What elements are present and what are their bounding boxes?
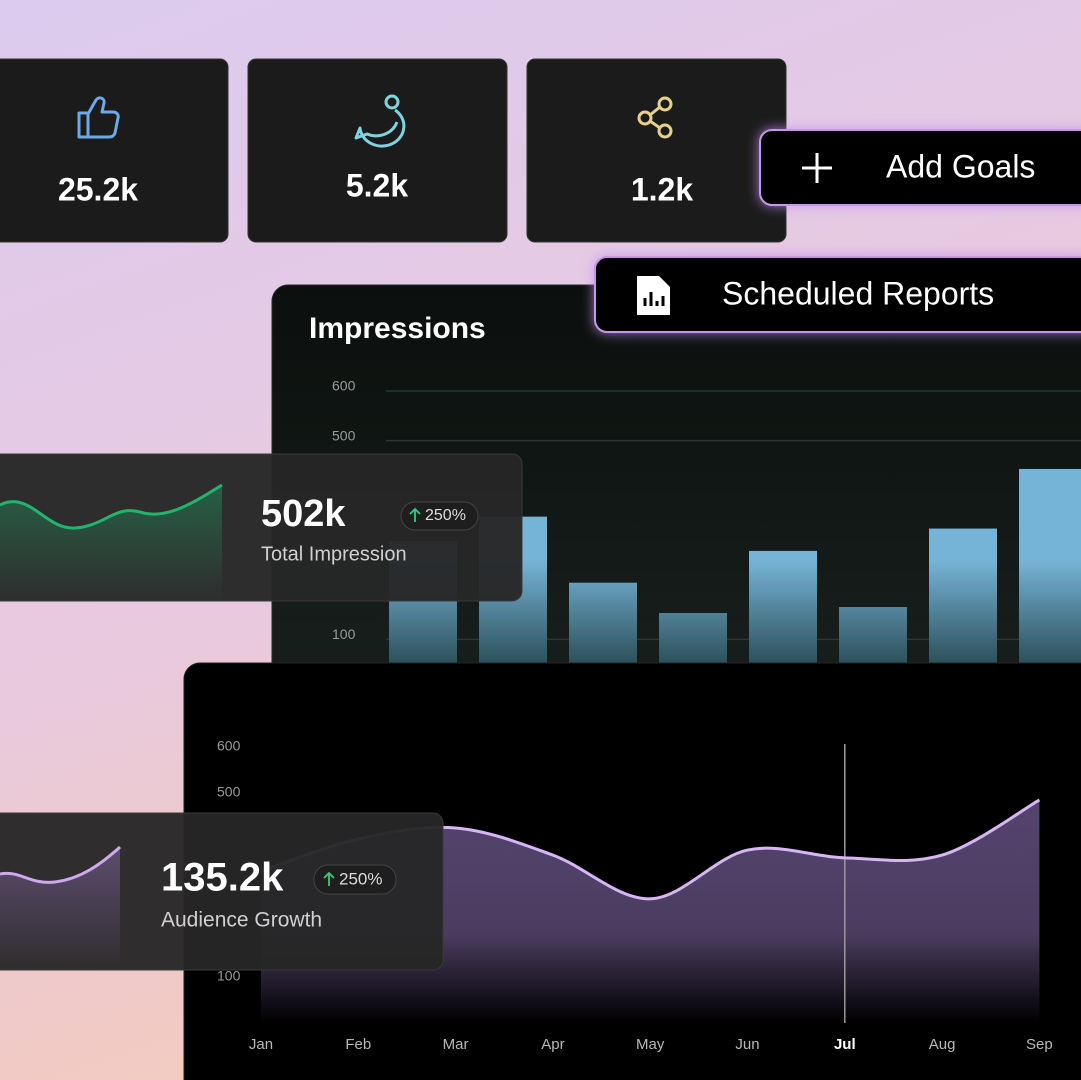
- card-bg: [0, 58, 229, 243]
- summary-value: 502k: [261, 493, 346, 535]
- report-icon-bars: [643, 292, 665, 306]
- scheduled-reports-button[interactable]: Scheduled Reports: [594, 256, 1081, 333]
- bar: [1019, 468, 1081, 663]
- button-bg: [759, 129, 1081, 206]
- y-tick-label: 100: [217, 968, 241, 984]
- x-tick-label: Sep: [1026, 1036, 1053, 1053]
- summary-card: 135.2k 250% Audience Growth: [0, 812, 444, 971]
- stat-value: 25.2k: [58, 171, 138, 207]
- button-label: Add Goals: [886, 148, 1035, 184]
- share-icon: [637, 96, 673, 139]
- card-bg: [247, 58, 508, 243]
- comment-dot: [384, 94, 400, 110]
- sparkline: [0, 845, 122, 884]
- stat-card: 5.2k: [247, 58, 508, 243]
- x-tick-label: Jun: [735, 1036, 759, 1053]
- like-icon: [77, 96, 120, 139]
- up-arrow: [323, 871, 335, 886]
- stat-value: 5.2k: [346, 167, 408, 203]
- change-badge: [313, 864, 397, 895]
- up-arrow: [409, 507, 421, 522]
- card-bg: [526, 58, 787, 243]
- bar: [569, 582, 637, 663]
- audience-panel: 100 500 600 Jan Feb Mar Apr May Jun Jul Aug Sep: [183, 662, 1081, 1080]
- button-bg: [594, 256, 1081, 333]
- button-label: Scheduled Reports: [722, 275, 994, 311]
- x-tick-label: Aug: [929, 1036, 956, 1053]
- sparkline-area: [0, 847, 120, 970]
- bar: [929, 528, 997, 663]
- stat-value: 1.2k: [631, 171, 693, 207]
- chart-title: Impressions: [309, 312, 486, 345]
- bar: [749, 550, 817, 663]
- bar: [659, 612, 727, 663]
- x-tick-label: Mar: [443, 1036, 469, 1053]
- summary-label: Audience Growth: [161, 909, 322, 932]
- area-chart: 100 500 600 Jan Feb Mar Apr May Jun Jul Aug Sep: [217, 738, 1053, 1053]
- x-tick-label: Feb: [345, 1036, 371, 1053]
- plus-icon: [802, 153, 832, 183]
- bar: [839, 607, 907, 663]
- y-tick-label: 600: [217, 738, 241, 754]
- x-tick-label: Apr: [541, 1036, 564, 1053]
- summary-card: 502k 250% Total Impression: [0, 453, 523, 602]
- y-tick-label: 600: [332, 378, 356, 394]
- y-tick-label: 500: [332, 427, 356, 443]
- sparkline: [0, 483, 223, 530]
- stat-card: 1.2k: [526, 58, 787, 243]
- add-goals-button[interactable]: Add Goals: [759, 129, 1081, 206]
- summary-label: Total Impression: [261, 543, 407, 565]
- summary-value: 135.2k: [161, 856, 284, 900]
- y-tick-label: 100: [332, 626, 356, 642]
- y-tick-label: 500: [217, 784, 241, 800]
- change-value: 250%: [339, 869, 382, 888]
- stat-card: 25.2k: [0, 58, 229, 243]
- change-value: 250%: [425, 507, 466, 524]
- comment-icon: [354, 108, 406, 148]
- x-tick-label: Jul: [834, 1036, 856, 1053]
- x-tick-label: Jan: [249, 1036, 273, 1053]
- x-tick-label: May: [636, 1036, 665, 1053]
- change-badge: [400, 501, 479, 531]
